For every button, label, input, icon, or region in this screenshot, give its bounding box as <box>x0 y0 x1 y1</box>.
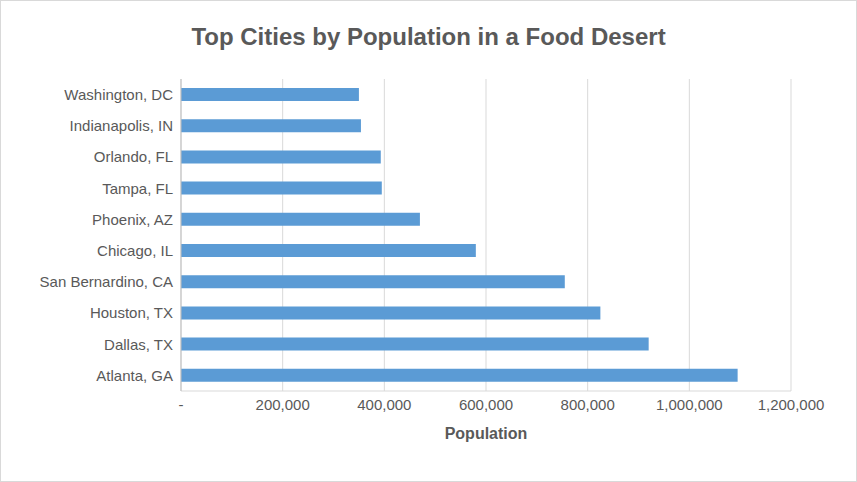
svg-text:-: - <box>179 396 184 413</box>
html-text:Top Cities by Population in a: Top Cities by Population in a Food Deser… <box>191 23 666 50</box>
svg-text:600,000: 600,000 <box>459 396 513 413</box>
svg-text:800,000: 800,000 <box>561 396 615 413</box>
svg-text:Atlanta, GA: Atlanta, GA <box>96 367 173 384</box>
svg-text:Orlando, FL: Orlando, FL <box>94 148 173 165</box>
svg-text:Population: Population <box>445 425 528 442</box>
svg-text:Indianapolis, IN: Indianapolis, IN <box>70 117 173 134</box>
svg-text:Washington, DC: Washington, DC <box>64 86 173 103</box>
svg-text:Tampa, FL: Tampa, FL <box>102 180 173 197</box>
svg-text:1,200,000: 1,200,000 <box>758 396 825 413</box>
svg-text:San Bernardino, CA: San Bernardino, CA <box>40 273 173 290</box>
svg-text:400,000: 400,000 <box>357 396 411 413</box>
svg-text:200,000: 200,000 <box>256 396 310 413</box>
svg-text:Houston, TX: Houston, TX <box>90 304 173 321</box>
svg-text:Dallas, TX: Dallas, TX <box>104 336 173 353</box>
svg-text:Chicago, IL: Chicago, IL <box>97 242 173 259</box>
svg-text:Phoenix, AZ: Phoenix, AZ <box>92 211 173 228</box>
svg-text:1,000,000: 1,000,000 <box>656 396 723 413</box>
